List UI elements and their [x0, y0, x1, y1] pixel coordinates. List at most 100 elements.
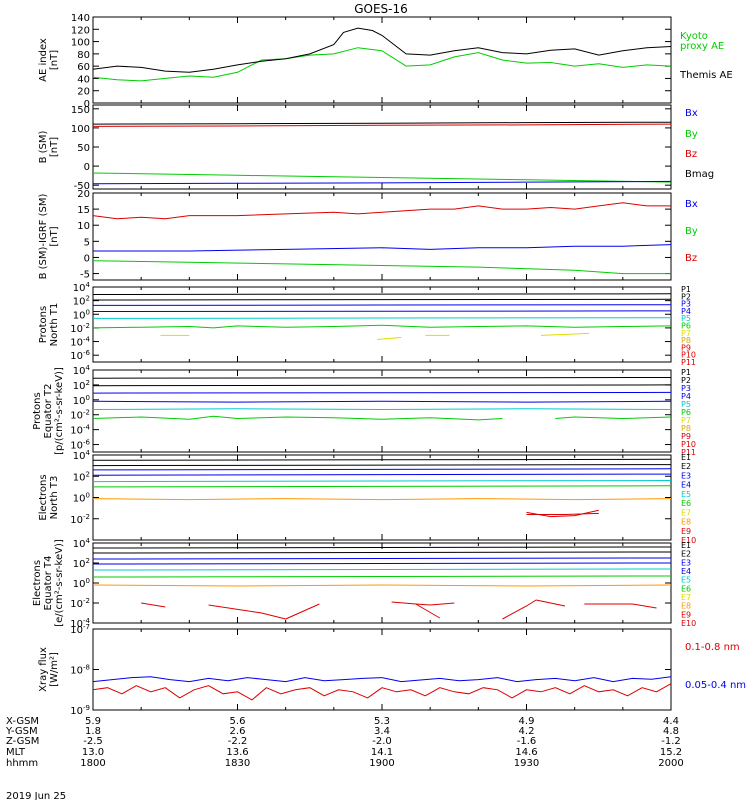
- series-P1: [92, 293, 672, 295]
- y-tick-label: -5: [80, 270, 90, 281]
- time-tick-value: 1930: [514, 758, 539, 769]
- series-E3: [92, 557, 672, 560]
- series-E2: [92, 551, 672, 554]
- panel-frame: [92, 16, 672, 104]
- y-axis-label: Protons: [32, 392, 43, 429]
- time-row-label: MLT: [6, 747, 26, 758]
- y-tick-label: 102: [73, 379, 90, 392]
- time-tick-value: 5.6: [230, 716, 246, 727]
- panel-frame: [92, 454, 672, 541]
- time-tick-value: 5.9: [85, 716, 101, 727]
- legend-entry: P11: [681, 448, 696, 457]
- y-tick-label: 15: [77, 205, 90, 216]
- series-P2: [92, 298, 672, 301]
- y-tick-label: 102: [73, 295, 90, 308]
- y-axis-label: Electrons: [32, 560, 43, 606]
- series-P3: [92, 391, 672, 394]
- series-P5: [92, 408, 672, 411]
- legend-entry: Bx: [685, 108, 698, 119]
- time-tick-value: 2.6: [230, 726, 246, 737]
- legend-entry: By: [685, 129, 698, 140]
- series-Kyoto-proxy-AE: [92, 47, 672, 82]
- series-P7b: [377, 337, 402, 340]
- legend-entry: P6: [681, 408, 691, 417]
- legend-entry: P2: [681, 292, 691, 301]
- legend-entry: P5: [681, 314, 691, 323]
- time-tick-value: 4.8: [663, 726, 679, 737]
- legend-entry: P7: [681, 329, 691, 338]
- y-tick-label: 102: [73, 557, 90, 570]
- series-Bz: [92, 202, 671, 220]
- y-tick-label: 0: [84, 253, 90, 264]
- legend-entry: Themis AE: [679, 70, 733, 81]
- y-axis-label: B (SM): [38, 130, 49, 163]
- time-tick-value: 4.2: [519, 726, 535, 737]
- legend: Bx By Bz: [685, 199, 698, 264]
- series-E5: [92, 480, 672, 483]
- legend-entry: Bz: [685, 149, 697, 160]
- time-tick-value: -2.0: [372, 736, 392, 747]
- y-tick-label: 100: [71, 124, 90, 135]
- y-axis-label: [W/m²]: [49, 652, 60, 687]
- time-tick-value: 1.8: [85, 726, 101, 737]
- y-axis-label: North T3: [49, 476, 60, 520]
- y-tick-label: 0: [84, 162, 90, 173]
- legend-entry: P5: [681, 400, 691, 409]
- series-E9f: [502, 599, 537, 620]
- legend: Bx By Bz Bmag: [685, 108, 714, 180]
- series-E9g: [535, 599, 566, 607]
- series-E7: [92, 584, 672, 587]
- legend-entry: P10: [681, 440, 696, 449]
- y-tick-label: 120: [71, 25, 90, 36]
- time-tick-value: 14.1: [371, 747, 393, 758]
- y-tick-label: 10-2: [70, 513, 90, 526]
- y-tick-label: 10-2: [70, 597, 90, 610]
- series-P4: [92, 400, 672, 403]
- y-tick-label: 0: [84, 99, 90, 110]
- y-axis-label: Electrons: [38, 474, 49, 520]
- y-tick-label: 50: [77, 143, 90, 154]
- date-label: 2019 Jun 25: [6, 791, 66, 800]
- panel-frame: [92, 192, 672, 281]
- legend-entry: E8: [681, 602, 691, 611]
- legend-entry: E3: [681, 471, 691, 480]
- time-tick-value: 1800: [80, 758, 105, 769]
- y-tick-label: 60: [77, 62, 90, 73]
- legend-entry: P9: [681, 343, 691, 352]
- series-0.1-0.8-nm: [92, 676, 672, 683]
- series-E4: [92, 473, 672, 476]
- legend-entry: E7: [681, 508, 691, 517]
- y-tick-label: 150: [71, 105, 90, 116]
- legend-entry: E10: [681, 536, 696, 545]
- y-tick-label: 20: [77, 189, 90, 200]
- y-tick-label: 102: [73, 470, 90, 483]
- legend-entry: E6: [681, 584, 691, 593]
- panel-frame: [92, 286, 672, 363]
- y-tick-label: 20: [77, 87, 90, 98]
- legend-entry: 0.1-0.8 nm: [685, 642, 740, 653]
- legend-entry: E2: [681, 462, 691, 471]
- y-tick-label: 100: [73, 308, 90, 321]
- legend-entry: E2: [681, 550, 691, 559]
- legend-entry: E9: [681, 527, 691, 536]
- y-tick-label: 10-4: [70, 424, 90, 437]
- legend-entry: P2: [681, 376, 691, 385]
- legend-entry: Kyoto: [680, 31, 708, 42]
- series-E1: [92, 546, 672, 549]
- y-tick-label: 5: [84, 237, 90, 248]
- y-tick-label: 100: [71, 38, 90, 49]
- y-tick-label: 104: [73, 537, 91, 550]
- time-tick-value: -1.2: [661, 736, 681, 747]
- y-tick-label: 10-8: [70, 664, 90, 677]
- series-P6b: [555, 416, 672, 420]
- panel-frame: [92, 542, 672, 624]
- series-P1: [92, 377, 672, 379]
- y-axis-label: B (SM)-IGRF (SM): [38, 194, 49, 280]
- series-P5: [92, 317, 672, 319]
